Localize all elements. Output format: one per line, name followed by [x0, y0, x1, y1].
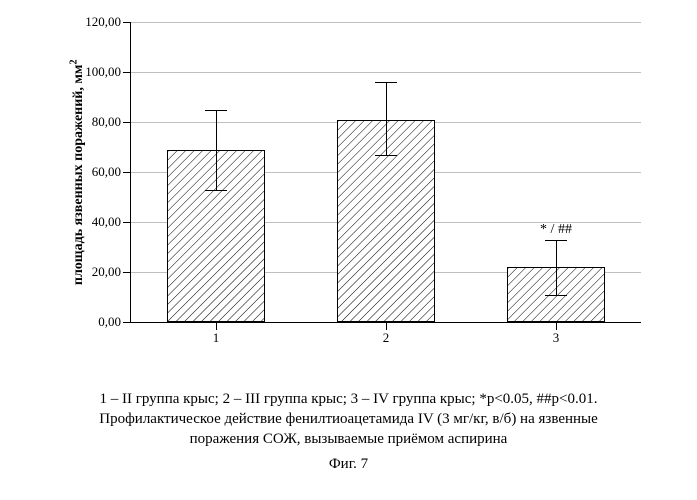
- error-cap: [205, 110, 227, 111]
- error-bar: [386, 82, 387, 155]
- figure-root: площадь язвенных поражений, мм2 0,0020,0…: [0, 0, 697, 500]
- error-bar: [216, 110, 217, 190]
- caption-line-1: 1 – II группа крыс; 2 – III группа крыс;…: [0, 390, 697, 409]
- y-tick-label: 120,00: [85, 14, 131, 30]
- error-bar: [556, 240, 557, 295]
- y-tick-label: 80,00: [92, 114, 131, 130]
- plot-area: 0,0020,0040,0060,0080,00100,00120,00123*…: [130, 22, 641, 323]
- y-tick-label: 60,00: [92, 164, 131, 180]
- x-tick-label: 1: [213, 322, 220, 346]
- error-cap: [545, 295, 567, 296]
- y-tick-label: 40,00: [92, 214, 131, 230]
- error-cap: [205, 190, 227, 191]
- y-axis-title-sup: 2: [69, 59, 80, 64]
- x-tick-label: 2: [383, 322, 390, 346]
- grid-line: [131, 22, 641, 23]
- error-cap: [375, 82, 397, 83]
- chart-box: площадь язвенных поражений, мм2 0,0020,0…: [60, 12, 660, 362]
- caption-line-3: поражения СОЖ, вызываемые приёмом аспири…: [0, 430, 697, 449]
- y-tick-label: 20,00: [92, 264, 131, 280]
- x-tick-label: 3: [553, 322, 560, 346]
- grid-line: [131, 72, 641, 73]
- y-axis-title-main: площадь язвенных поражений, мм: [71, 64, 86, 285]
- caption-line-4: Фиг. 7: [0, 455, 697, 474]
- error-cap: [375, 155, 397, 156]
- y-tick-label: 100,00: [85, 64, 131, 80]
- caption-line-2: Профилактическое действие фенилтиоацетам…: [0, 410, 697, 429]
- error-cap: [545, 240, 567, 241]
- annotation-significance: * / ##: [540, 222, 572, 238]
- y-tick-label: 0,00: [98, 314, 131, 330]
